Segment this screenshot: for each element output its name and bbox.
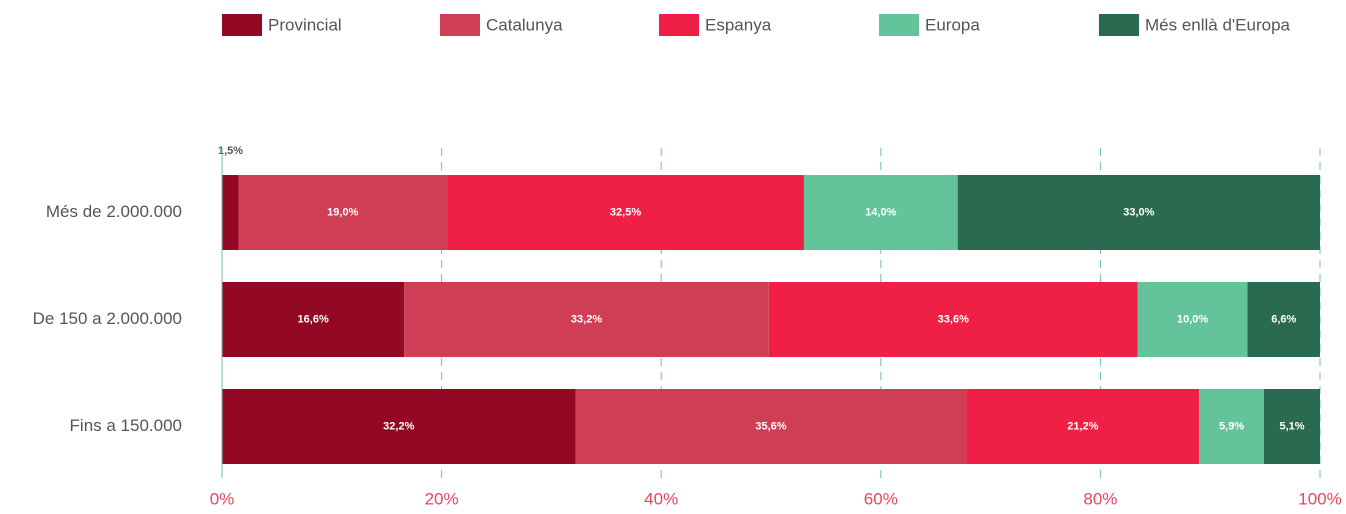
data-label: 19,0% bbox=[327, 206, 358, 218]
data-label: 32,5% bbox=[610, 206, 641, 218]
data-label: 10,0% bbox=[1177, 313, 1208, 325]
bar-segment bbox=[1137, 282, 1248, 357]
legend-swatch bbox=[659, 14, 699, 36]
data-label: 1,5% bbox=[218, 145, 243, 157]
data-label: 5,9% bbox=[1219, 420, 1244, 432]
legend-label: Més enllà d'Europa bbox=[1145, 15, 1291, 34]
bar-segment bbox=[222, 282, 405, 357]
bar-segment bbox=[966, 389, 1200, 464]
legend-swatch bbox=[222, 14, 262, 36]
data-label: 16,6% bbox=[298, 313, 329, 325]
category-label: Més de 2.000.000 bbox=[46, 202, 182, 221]
data-label: 33,2% bbox=[571, 313, 602, 325]
category-label: De 150 a 2.000.000 bbox=[33, 309, 182, 328]
x-tick-label: 80% bbox=[1083, 489, 1117, 508]
data-label: 21,2% bbox=[1067, 420, 1098, 432]
bar-segment bbox=[1264, 389, 1320, 464]
x-tick-label: 60% bbox=[864, 489, 898, 508]
legend-swatch bbox=[879, 14, 919, 36]
legend-label: Espanya bbox=[705, 15, 772, 34]
legend-swatch bbox=[1099, 14, 1139, 36]
legend-label: Catalunya bbox=[486, 15, 563, 34]
bar-segment bbox=[222, 389, 576, 464]
bar-segment bbox=[1247, 282, 1320, 357]
data-label: 33,0% bbox=[1123, 206, 1154, 218]
data-label: 14,0% bbox=[865, 206, 896, 218]
bar-segment bbox=[957, 175, 1320, 250]
legend-label: Europa bbox=[925, 15, 980, 34]
legend-label: Provincial bbox=[268, 15, 342, 34]
x-tick-label: 40% bbox=[644, 489, 678, 508]
x-tick-label: 20% bbox=[425, 489, 459, 508]
data-label: 6,6% bbox=[1271, 313, 1296, 325]
data-label: 5,1% bbox=[1279, 420, 1304, 432]
bar-segment bbox=[803, 175, 958, 250]
bar-segment bbox=[222, 175, 239, 250]
data-label: 33,6% bbox=[938, 313, 969, 325]
bar-segment bbox=[768, 282, 1138, 357]
bar-segment bbox=[404, 282, 769, 357]
data-label: 32,2% bbox=[383, 420, 414, 432]
bar-segment bbox=[575, 389, 967, 464]
bar-segment bbox=[447, 175, 804, 250]
bar-segment bbox=[238, 175, 448, 250]
x-tick-label: 100% bbox=[1298, 489, 1341, 508]
bar-segment bbox=[1199, 389, 1265, 464]
category-label: Fins a 150.000 bbox=[70, 416, 182, 435]
x-tick-label: 0% bbox=[210, 489, 235, 508]
legend-swatch bbox=[440, 14, 480, 36]
data-label: 35,6% bbox=[755, 420, 786, 432]
